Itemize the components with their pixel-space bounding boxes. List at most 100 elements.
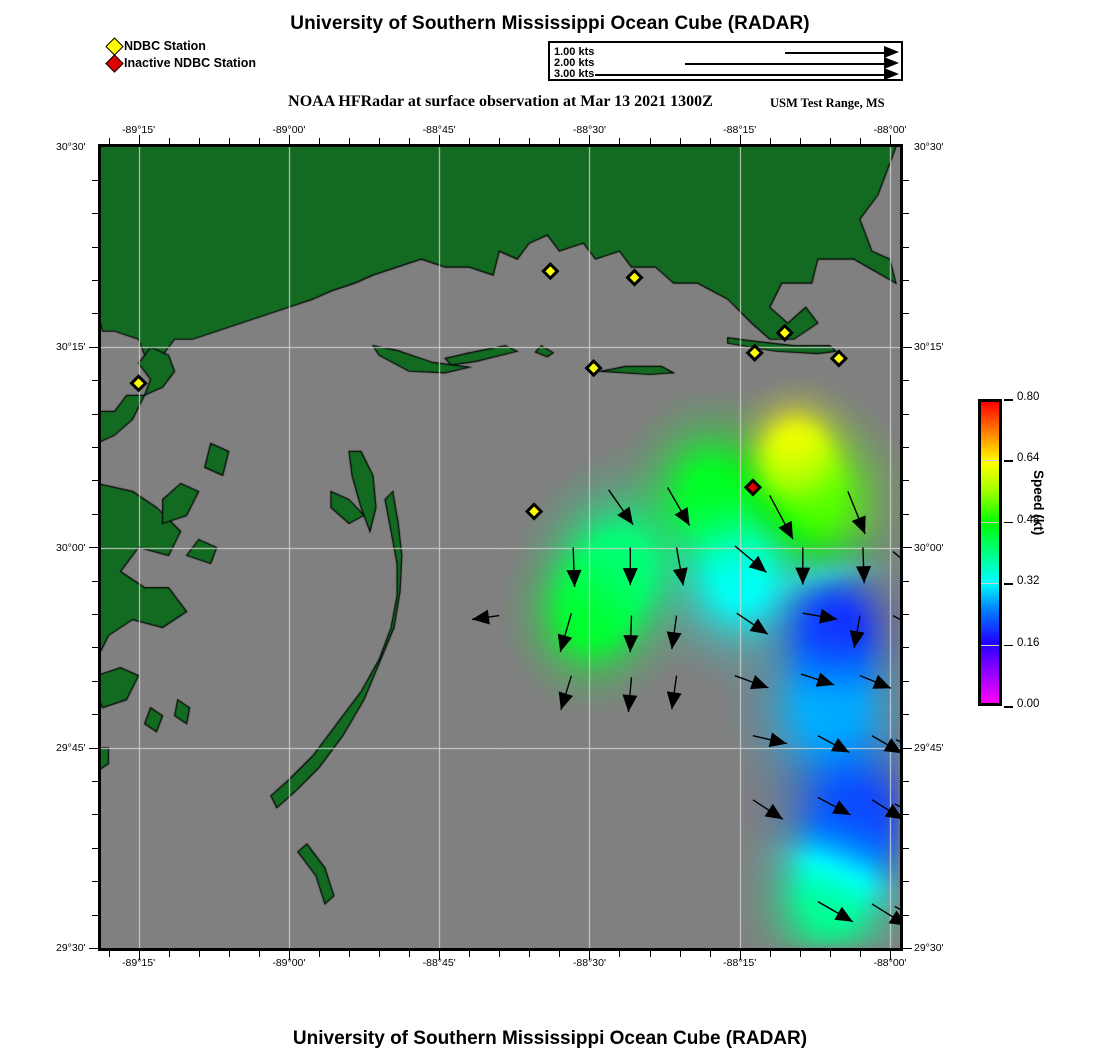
x-axis-tick <box>589 135 590 144</box>
current-vector-arrowhead <box>566 569 582 587</box>
inactive-ndbc-station-marker[interactable] <box>743 478 763 497</box>
y-axis-tick <box>92 213 98 214</box>
current-vector-arrowhead <box>764 803 783 820</box>
current-vector-arrowhead <box>617 506 634 525</box>
colorbar-tick <box>1004 399 1013 401</box>
vector-scale-row-2: 2.00 kts <box>550 57 901 70</box>
y-axis-tick-label: 30°30' <box>914 141 944 153</box>
y-axis-tick <box>92 414 98 415</box>
x-axis-tick <box>890 951 891 960</box>
y-axis-tick <box>903 280 909 281</box>
x-axis-tick <box>499 951 500 957</box>
colorbar-tick-label: 0.64 <box>1017 452 1040 465</box>
ndbc-station-marker[interactable] <box>745 343 764 362</box>
vector-scale-line-2 <box>685 63 885 65</box>
current-vector-arrowhead <box>623 635 639 653</box>
x-axis-tick <box>650 138 651 144</box>
x-axis-tick <box>710 138 711 144</box>
current-vector-arrowhead <box>622 568 638 586</box>
y-axis-tick <box>903 881 909 882</box>
current-vector-arrowhead <box>856 566 872 584</box>
colorbar-inner-gridline <box>981 521 999 523</box>
x-axis-tick <box>439 951 440 960</box>
x-axis-tick-label: -89°00' <box>272 957 306 969</box>
y-axis-tick <box>903 681 909 682</box>
y-axis-tick <box>903 647 909 648</box>
y-axis-tick <box>92 480 98 481</box>
colorbar-tick-label: 0.32 <box>1017 575 1040 588</box>
arrow-head-icon <box>884 68 899 80</box>
x-axis-tick <box>409 951 410 957</box>
vector-scale-label-1: 1.00 kts <box>554 46 595 58</box>
x-axis-tick <box>169 138 170 144</box>
y-axis-tick-label: 30°15' <box>56 341 86 354</box>
y-axis-tick-label: 29°45' <box>914 741 944 754</box>
page-title: University of Southern Mississippi Ocean… <box>290 13 810 34</box>
legend-item-inactive-station: Inactive NDBC Station <box>105 53 256 73</box>
y-axis-tick <box>903 514 909 515</box>
current-vector-arrowhead <box>851 515 866 535</box>
x-axis-tick <box>529 138 530 144</box>
current-vector-arrowhead <box>666 691 682 710</box>
x-axis-tick <box>650 951 651 957</box>
y-axis-tick <box>92 447 98 448</box>
x-axis-tick <box>199 951 200 957</box>
x-axis-tick <box>710 951 711 957</box>
y-axis-tick <box>903 714 909 715</box>
station-legend: NDBC Station Inactive NDBC Station <box>105 36 256 73</box>
colorbar-tick <box>1004 583 1013 585</box>
colorbar <box>978 399 1002 706</box>
y-axis-tick <box>92 247 98 248</box>
current-vector-arrowhead <box>748 555 767 573</box>
ndbc-station-marker[interactable] <box>829 349 848 368</box>
ndbc-station-marker[interactable] <box>584 358 603 378</box>
legend-item-active-station: NDBC Station <box>105 36 256 56</box>
y-axis-tick-label: 30°00' <box>56 541 86 554</box>
current-vector-shaft <box>892 550 900 559</box>
current-vector-arrowhead <box>666 631 682 650</box>
ndbc-station-marker[interactable] <box>541 262 560 281</box>
current-vector-shaft <box>871 903 900 923</box>
y-axis-tick <box>89 748 98 749</box>
y-axis-tick <box>903 213 909 214</box>
current-vector-shaft <box>892 614 900 621</box>
arrow-head-icon <box>884 57 899 69</box>
current-vector-arrowhead <box>834 906 853 922</box>
x-axis-tick-label: -88°00' <box>873 957 907 969</box>
y-axis-tick <box>89 347 98 348</box>
x-axis-tick <box>589 951 590 960</box>
vector-scale-legend: 1.00 kts 2.00 kts 3.00 kts <box>548 41 903 81</box>
x-axis-tick <box>319 138 320 144</box>
ndbc-station-marker[interactable] <box>775 323 794 342</box>
x-axis-tick <box>319 951 320 957</box>
x-axis-tick <box>259 951 260 957</box>
x-axis-tick <box>409 138 410 144</box>
current-vector-arrowhead <box>672 567 688 586</box>
ndbc-station-marker[interactable] <box>524 502 544 521</box>
x-axis-tick <box>770 138 771 144</box>
x-axis-tick <box>890 135 891 144</box>
map-plot-area[interactable] <box>98 144 903 951</box>
x-axis-tick <box>199 138 200 144</box>
x-axis-tick <box>229 138 230 144</box>
y-axis-tick <box>92 180 98 181</box>
vector-scale-label-3: 3.00 kts <box>554 68 595 80</box>
y-axis-tick <box>92 681 98 682</box>
x-axis-tick <box>289 951 290 960</box>
current-vector-arrowhead <box>888 910 900 925</box>
y-axis-tick <box>903 948 912 949</box>
y-axis-tick-label: 30°00' <box>914 541 944 554</box>
x-axis-tick <box>740 135 741 144</box>
colorbar-tick-label: 0.16 <box>1017 636 1040 649</box>
current-vector-shaft <box>894 803 900 808</box>
ndbc-station-marker[interactable] <box>129 374 148 393</box>
x-axis-tick <box>860 138 861 144</box>
current-vector-arrowhead <box>819 608 838 624</box>
current-vector-arrowhead <box>795 567 811 585</box>
y-axis-tick-label: 30°30' <box>56 141 86 153</box>
ndbc-station-marker[interactable] <box>625 268 644 287</box>
x-axis-tick <box>529 951 530 957</box>
y-axis-tick <box>92 280 98 281</box>
current-vector-arrowhead <box>849 630 865 649</box>
current-vector-arrowhead <box>749 618 768 635</box>
